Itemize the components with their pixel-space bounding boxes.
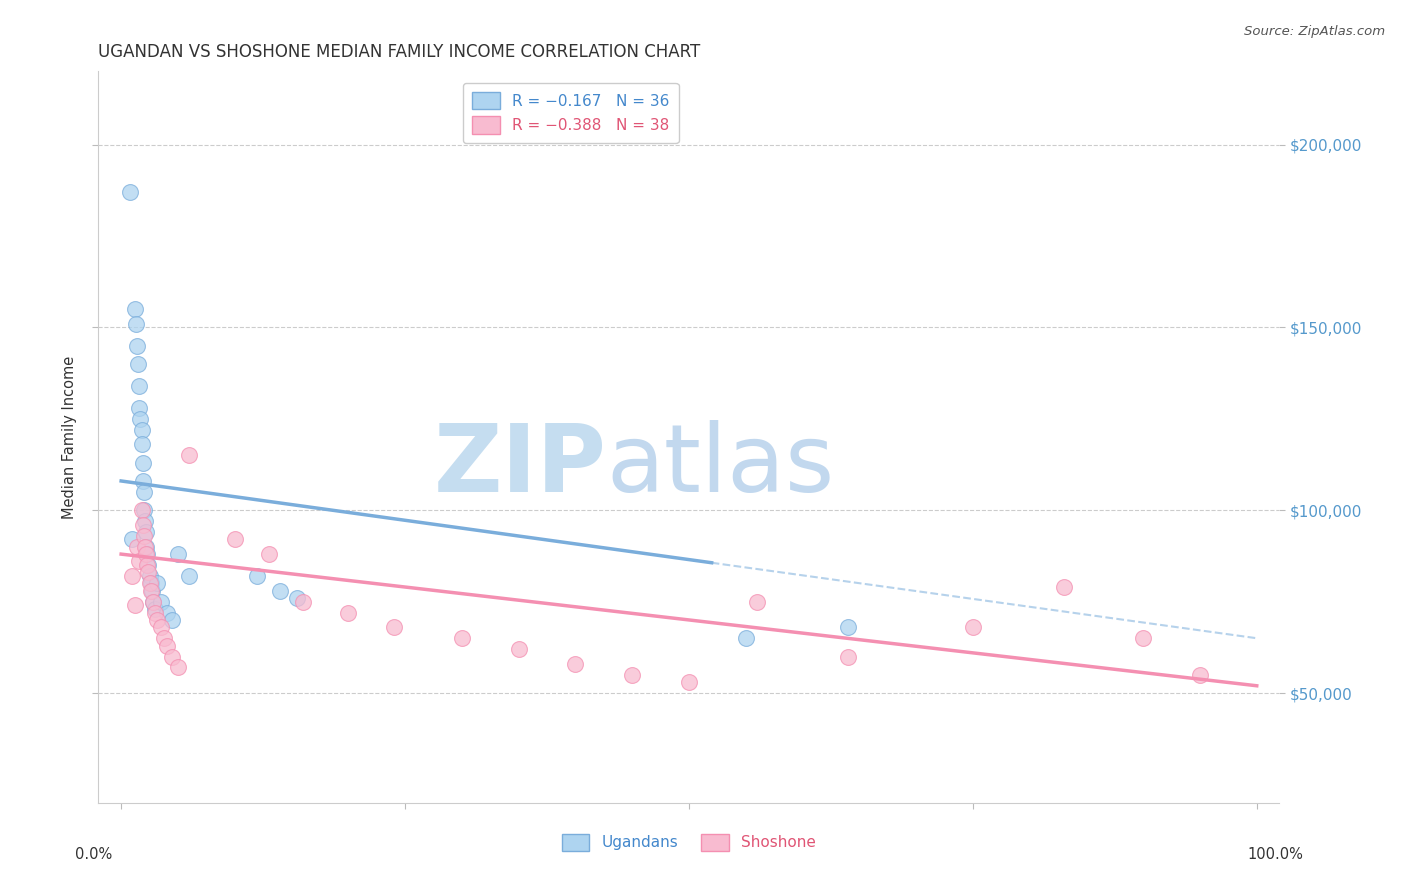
Point: [132, 517, 155, 532]
Point: [132, 529, 155, 543]
Point: [124, 301, 146, 317]
Point: [136, 558, 159, 573]
Point: [962, 620, 984, 634]
Point: [167, 547, 190, 561]
Point: [153, 632, 176, 646]
Point: [1053, 580, 1076, 594]
Point: [134, 540, 156, 554]
Point: [131, 503, 153, 517]
Point: [143, 602, 166, 616]
Point: [138, 576, 160, 591]
Point: [149, 594, 172, 608]
Point: [132, 503, 155, 517]
Point: [128, 401, 150, 415]
Point: [224, 533, 246, 547]
Point: [131, 437, 153, 451]
Point: [132, 456, 155, 470]
Point: [135, 547, 157, 561]
Point: [162, 613, 183, 627]
Point: [337, 606, 360, 620]
Point: [1188, 667, 1211, 681]
Text: 100.0%: 100.0%: [1247, 847, 1303, 862]
Point: [128, 379, 150, 393]
Y-axis label: Median Family Income: Median Family Income: [62, 355, 77, 519]
Point: [837, 649, 859, 664]
Point: [138, 566, 160, 580]
Point: [508, 642, 530, 657]
Text: 0.0%: 0.0%: [75, 847, 112, 862]
Point: [179, 569, 201, 583]
Point: [146, 613, 169, 627]
Point: [125, 338, 148, 352]
Point: [269, 583, 291, 598]
Point: [155, 606, 177, 620]
Point: [382, 620, 405, 634]
Point: [127, 357, 149, 371]
Point: [136, 547, 159, 561]
Point: [125, 317, 148, 331]
Point: [246, 569, 269, 583]
Text: ZIP: ZIP: [433, 420, 606, 512]
Point: [167, 660, 190, 674]
Point: [138, 558, 160, 573]
Point: [125, 540, 148, 554]
Point: [129, 411, 152, 425]
Point: [564, 657, 586, 671]
Point: [121, 569, 143, 583]
Point: [141, 583, 163, 598]
Point: [162, 649, 183, 664]
Point: [678, 675, 700, 690]
Point: [257, 547, 280, 561]
Point: [734, 632, 756, 646]
Point: [1132, 632, 1154, 646]
Point: [291, 594, 314, 608]
Point: [142, 594, 165, 608]
Point: [131, 423, 153, 437]
Point: [285, 591, 308, 605]
Text: UGANDAN VS SHOSHONE MEDIAN FAMILY INCOME CORRELATION CHART: UGANDAN VS SHOSHONE MEDIAN FAMILY INCOME…: [98, 44, 700, 62]
Point: [139, 583, 162, 598]
Point: [745, 594, 768, 608]
Point: [139, 576, 162, 591]
Point: [450, 632, 472, 646]
Legend: Ugandans, Shoshone: Ugandans, Shoshone: [555, 828, 823, 857]
Point: [146, 576, 169, 591]
Point: [124, 599, 146, 613]
Point: [135, 525, 157, 540]
Point: [134, 514, 156, 528]
Point: [179, 448, 201, 462]
Point: [837, 620, 859, 634]
Point: [132, 484, 155, 499]
Point: [132, 474, 155, 488]
Point: [120, 185, 142, 199]
Text: Source: ZipAtlas.com: Source: ZipAtlas.com: [1244, 25, 1385, 38]
Point: [135, 540, 157, 554]
Point: [143, 606, 166, 620]
Text: atlas: atlas: [606, 420, 835, 512]
Point: [121, 533, 143, 547]
Point: [621, 667, 644, 681]
Point: [128, 554, 150, 568]
Point: [142, 594, 165, 608]
Point: [155, 639, 177, 653]
Point: [149, 620, 172, 634]
Point: [138, 569, 160, 583]
